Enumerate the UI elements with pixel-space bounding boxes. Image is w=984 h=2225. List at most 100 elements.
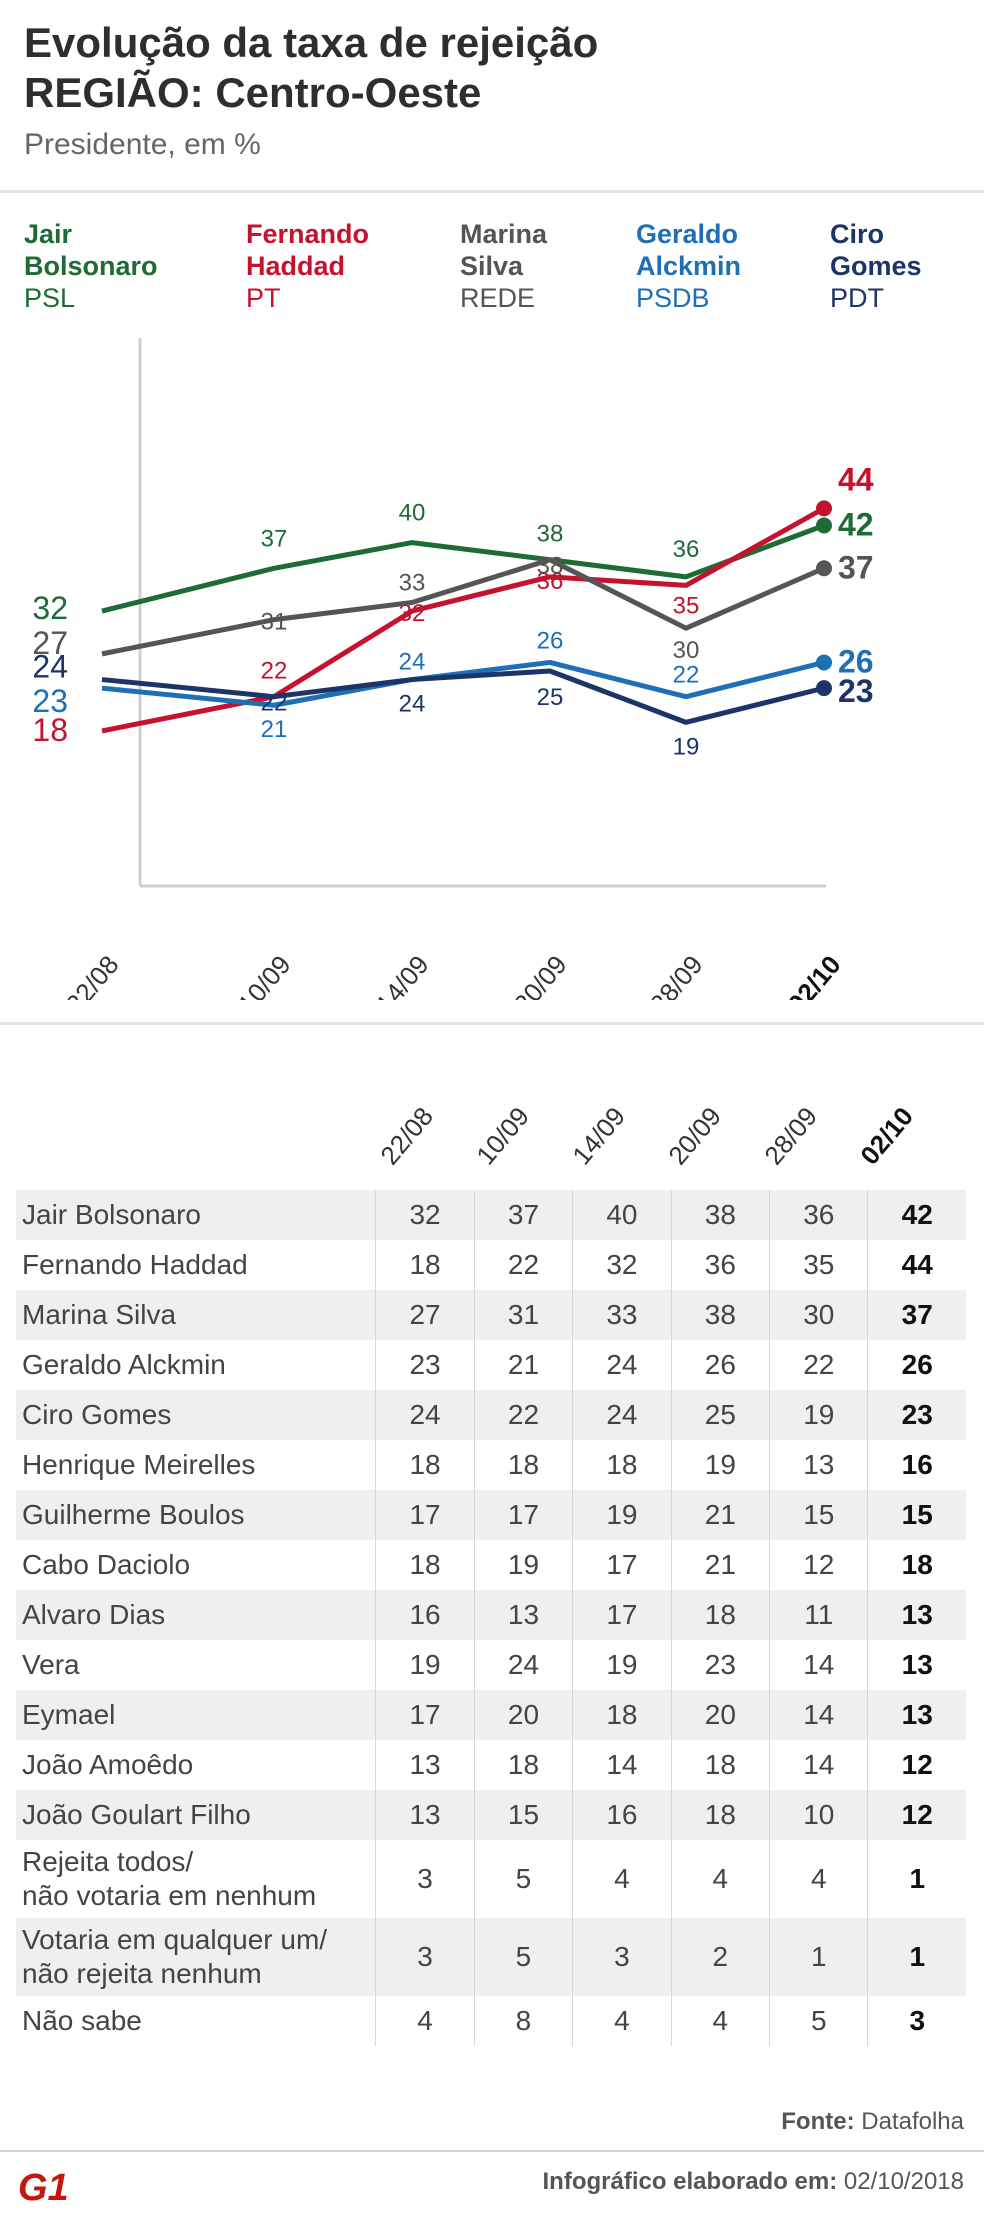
- table-column-header: 22/08: [374, 1101, 440, 1171]
- data-label: 23: [32, 683, 68, 719]
- table-row: Vera 19 24 19 23 14 13: [16, 1640, 966, 1690]
- series-line-4: [101, 668, 825, 725]
- row-value: 38: [670, 1190, 770, 1240]
- row-name: Rejeita todos/ não votaria em nenhum: [22, 1846, 317, 1911]
- row-value: 15: [473, 1790, 573, 1840]
- row-value: 22: [473, 1240, 573, 1290]
- table-row: Guilherme Boulos 17 17 19 21 15 15: [16, 1490, 966, 1540]
- row-value: 21: [473, 1340, 573, 1390]
- row-value: 4: [769, 1840, 868, 1918]
- data-label: 22: [673, 662, 700, 689]
- row-value: 13: [473, 1590, 573, 1640]
- table-row: João Amoêdo 13 18 14 18 14 12: [16, 1740, 966, 1790]
- row-value: 18: [375, 1540, 475, 1590]
- chart-title-line2: REGIÃO: Centro-Oeste: [24, 69, 482, 116]
- data-label: 32: [32, 590, 68, 626]
- row-name: Eymael: [16, 1690, 376, 1740]
- table-row: Ciro Gomes 24 22 24 25 19 23: [16, 1390, 966, 1440]
- row-value: 24: [473, 1640, 573, 1690]
- legend-party: PSDB: [636, 283, 710, 313]
- x-tick-label: 28/09: [644, 950, 709, 1000]
- x-tick-label: 20/09: [508, 950, 573, 1000]
- table-column-header: 28/09: [758, 1101, 824, 1171]
- data-label: 40: [399, 500, 426, 527]
- row-value: 18: [670, 1740, 770, 1790]
- divider-top: [0, 190, 984, 193]
- row-value: 4: [375, 1996, 475, 2046]
- data-label: 25: [537, 684, 564, 711]
- row-value: 18: [375, 1240, 475, 1290]
- row-value: 17: [572, 1590, 672, 1640]
- table-row: Cabo Daciolo 18 19 17 21 12 18: [16, 1540, 966, 1590]
- data-label: 38: [537, 521, 564, 548]
- row-value: 36: [769, 1190, 868, 1240]
- series-line-3: [101, 659, 825, 708]
- row-value: 16: [375, 1590, 475, 1640]
- data-label: 24: [399, 649, 426, 676]
- row-value: 19: [670, 1440, 770, 1490]
- data-label: 42: [838, 506, 874, 542]
- row-name: Cabo Daciolo: [22, 1549, 191, 1580]
- row-value: 1: [867, 1840, 966, 1918]
- row-name: João Goulart Filho: [16, 1790, 376, 1840]
- source: Fonte: Datafolha: [781, 2108, 964, 2136]
- row-value: 44: [867, 1240, 966, 1290]
- row-value: 37: [867, 1290, 966, 1340]
- row-value: 40: [572, 1190, 672, 1240]
- table-column-header: 02/10: [854, 1101, 920, 1171]
- row-value: 16: [867, 1440, 966, 1490]
- row-value: 32: [375, 1190, 475, 1240]
- row-value: 5: [473, 1840, 573, 1918]
- row-value: 42: [867, 1190, 966, 1240]
- header: Evolução da taxa de rejeição REGIÃO: Cen…: [24, 18, 964, 162]
- legend-name: Fernando Haddad: [246, 219, 370, 281]
- row-name: Marina Silva: [16, 1290, 376, 1340]
- data-label: 18: [32, 712, 68, 748]
- row-value: 19: [769, 1390, 868, 1440]
- row-value: 18: [670, 1590, 770, 1640]
- row-value: 18: [473, 1740, 573, 1790]
- data-label: 24: [32, 649, 68, 685]
- row-value: 20: [473, 1690, 573, 1740]
- row-value: 21: [670, 1490, 770, 1540]
- row-value: 18: [867, 1540, 966, 1590]
- x-tick-label: 14/09: [370, 950, 435, 1000]
- row-value: 1: [867, 1918, 966, 1996]
- made-label: Infográfico elaborado em:: [542, 2168, 838, 2195]
- table-row: Alvaro Dias 16 13 17 18 11 13: [16, 1590, 966, 1640]
- legend-name: Marina Silva: [460, 219, 548, 281]
- made-value: 02/10/2018: [843, 2168, 964, 2195]
- source-label: Fonte:: [781, 2108, 855, 2135]
- row-value: 13: [769, 1440, 868, 1490]
- legend: Jair Bolsonaro PSL Fernando Haddad PT Marina…: [24, 218, 964, 318]
- legend-item-0: Jair Bolsonaro PSL: [24, 218, 158, 314]
- row-value: 14: [572, 1740, 672, 1790]
- row-value: 10: [769, 1790, 868, 1840]
- row-value: 14: [769, 1740, 868, 1790]
- row-value: 23: [867, 1390, 966, 1440]
- series-end-point-4: [816, 680, 832, 697]
- series-end-point-2: [816, 560, 832, 577]
- data-label: 37: [261, 525, 288, 552]
- row-value: 20: [670, 1690, 770, 1740]
- data-label: 31: [261, 609, 288, 636]
- row-value: 3: [375, 1918, 475, 1996]
- x-tick-label: 22/08: [60, 950, 125, 1000]
- data-label: 21: [261, 716, 288, 743]
- data-label: 44: [838, 461, 874, 497]
- legend-party: PT: [246, 283, 281, 313]
- series-end-point-3: [816, 654, 832, 671]
- row-value: 4: [572, 1996, 672, 2046]
- row-name: Fernando Haddad: [22, 1249, 248, 1280]
- legend-item-2: Marina Silva REDE: [460, 218, 547, 314]
- legend-item-4: Ciro Gomes PDT: [830, 218, 922, 314]
- legend-name: Geraldo Alckmin: [636, 219, 742, 281]
- row-value: 11: [769, 1590, 868, 1640]
- row-name: Alvaro Dias: [16, 1590, 376, 1640]
- row-value: 33: [572, 1290, 672, 1340]
- g1-logo-icon: G1: [18, 2167, 69, 2208]
- row-value: 19: [572, 1640, 672, 1690]
- row-value: 4: [572, 1840, 672, 1918]
- data-label: 38: [537, 553, 564, 580]
- row-value: 31: [473, 1290, 573, 1340]
